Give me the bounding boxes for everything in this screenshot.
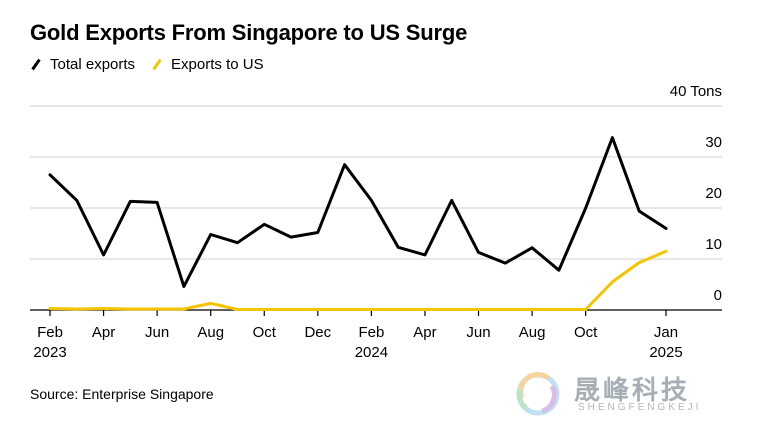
x-tick-year-label: 2024	[355, 344, 388, 361]
x-tick-label: Aug	[519, 324, 546, 341]
chart-title: Gold Exports From Singapore to US Surge	[30, 20, 468, 45]
x-tick-label: Feb	[37, 324, 63, 341]
x-tick-label: Apr	[92, 324, 115, 341]
watermark-logo-icon	[516, 372, 560, 416]
x-tick-label: Oct	[574, 324, 598, 341]
series-line-total-exports	[48, 136, 668, 288]
legend-item-us: Exports to US	[151, 56, 264, 73]
x-tick-label: Oct	[253, 324, 277, 341]
legend: Total exports Exports to US	[30, 56, 264, 73]
y-tick-label: 20	[705, 185, 722, 202]
x-tick-label: Dec	[304, 324, 331, 341]
x-tick-label: Feb	[358, 324, 384, 341]
x-tick-label: Jun	[466, 324, 490, 341]
source-note: Source: Enterprise Singapore	[30, 386, 214, 402]
watermark-text-en: SHENGFENGKEJI	[578, 402, 702, 413]
watermark: 晟峰科技 SHENGFENGKEJI	[512, 368, 732, 418]
x-tick-label: Apr	[413, 324, 436, 341]
legend-item-total: Total exports	[30, 56, 135, 73]
y-tick-label: 0	[714, 287, 722, 304]
x-tick-year-label: 2025	[649, 344, 682, 361]
y-tick-label: 40 Tons	[670, 83, 722, 100]
legend-label-total: Total exports	[50, 56, 136, 73]
x-tick-label: Jun	[145, 324, 169, 341]
x-tick-label: Aug	[197, 324, 224, 341]
x-tick-label: Jan	[654, 324, 678, 341]
y-tick-label: 30	[705, 134, 722, 151]
legend-label-us: Exports to US	[171, 56, 264, 73]
watermark-text-cn: 晟峰科技	[574, 375, 691, 405]
y-tick-label: 10	[705, 236, 722, 253]
x-tick-year-label: 2023	[33, 344, 66, 361]
series-line-exports-to-us	[48, 249, 668, 311]
